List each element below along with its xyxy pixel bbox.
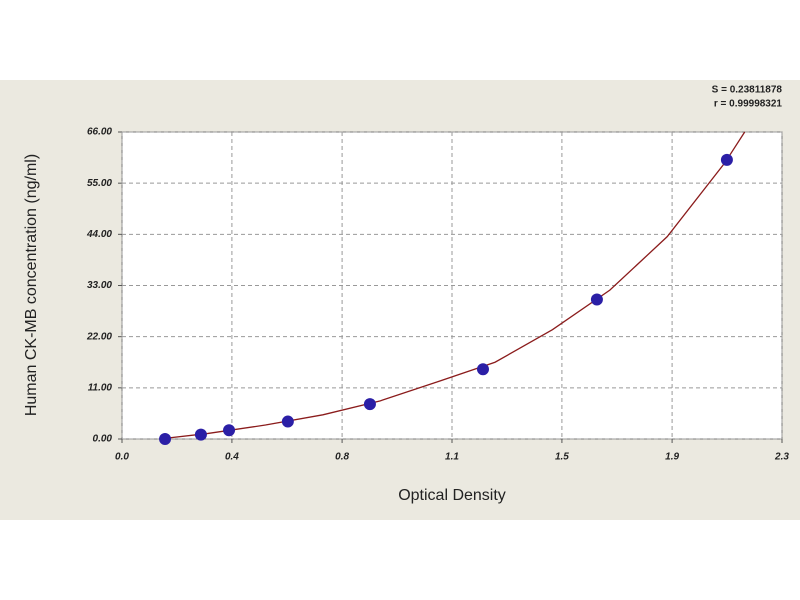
x-tick-label: 1.5 <box>555 452 569 463</box>
x-axis-title: Optical Density <box>398 487 506 504</box>
data-point <box>159 433 172 445</box>
data-point <box>223 424 236 437</box>
y-tick-label: 0.00 <box>93 434 113 445</box>
x-tick-label: 2.3 <box>774 452 789 463</box>
annotation: S = 0.23811878 <box>712 85 783 96</box>
data-point <box>194 428 207 441</box>
y-axis-title: Human CK-MB concentration (ng/ml) <box>23 154 40 416</box>
x-tick-label: 1.1 <box>445 452 459 463</box>
y-tick-label: 11.00 <box>88 382 113 393</box>
data-point <box>281 415 294 428</box>
y-tick-label: 22.00 <box>86 331 112 342</box>
data-point <box>363 398 376 411</box>
x-tick-label: 0.4 <box>225 452 239 463</box>
data-point <box>476 363 489 376</box>
data-point <box>590 293 603 306</box>
x-tick-label: 0.8 <box>335 452 349 463</box>
fit-curve <box>159 131 746 440</box>
y-tick-label: 44.00 <box>86 229 112 240</box>
y-tick-label: 55.00 <box>87 178 112 189</box>
x-tick-label: 1.9 <box>665 452 679 463</box>
x-tick-label: 0.0 <box>115 452 129 463</box>
y-tick-label: 66.00 <box>87 127 112 138</box>
y-tick-label: 33.00 <box>87 280 112 291</box>
annotation: r = 0.99998321 <box>714 99 783 110</box>
data-point <box>720 153 733 166</box>
